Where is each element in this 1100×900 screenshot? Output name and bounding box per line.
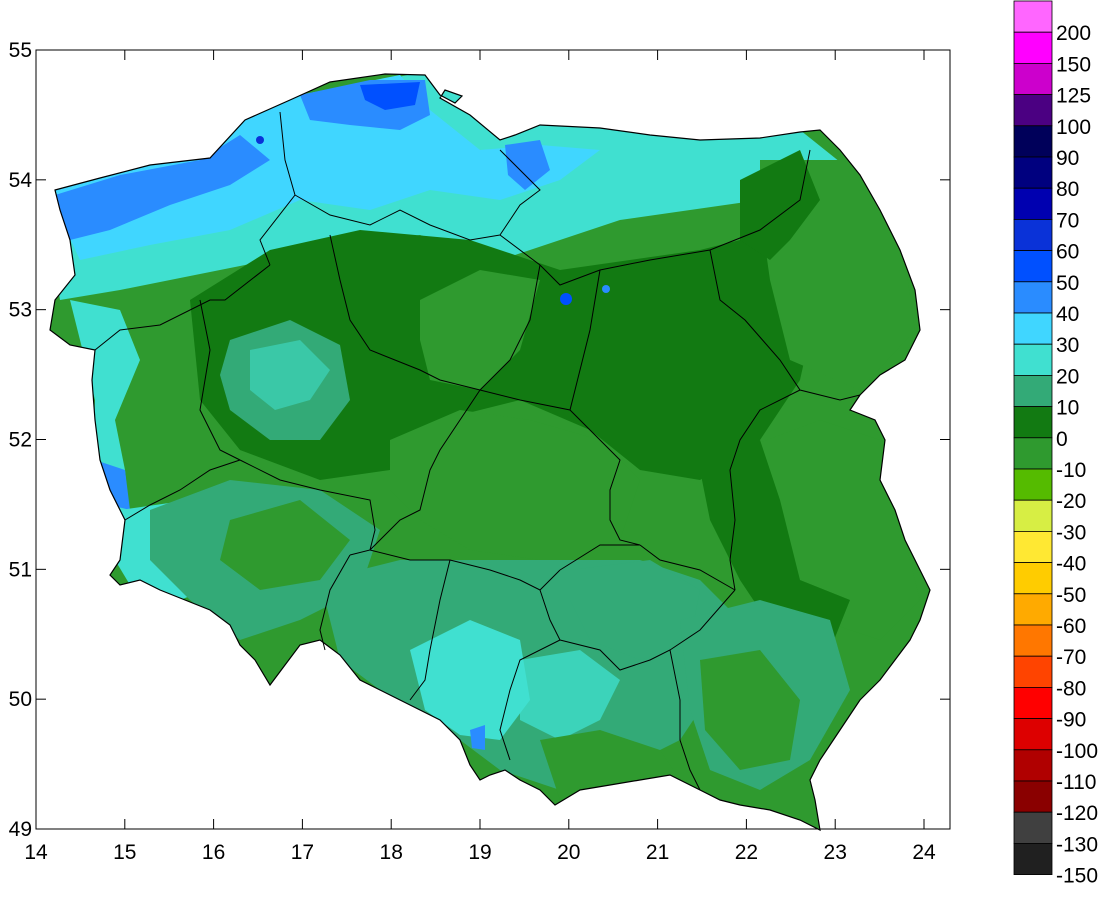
legend-label: -100: [1056, 740, 1098, 763]
patch-southeast-light: [740, 420, 920, 640]
legend-label: -10: [1056, 459, 1086, 482]
legend-swatch: [1013, 218, 1053, 251]
patch-lake-blue-1: [560, 293, 572, 305]
x-tick-label: 15: [113, 841, 136, 864]
y-tick-label: 54: [9, 169, 33, 192]
legend-swatch: [1013, 125, 1053, 158]
x-tick-label: 22: [735, 841, 758, 864]
legend-swatch: [1013, 343, 1053, 376]
legend-swatch: [1013, 624, 1053, 657]
legend-label: 40: [1056, 303, 1079, 326]
legend-label: -150: [1056, 865, 1098, 888]
legend-label: 20: [1056, 365, 1079, 388]
patch-lake-blue-2: [602, 285, 610, 293]
legend-swatch: [1013, 718, 1053, 751]
patch-pomerania-deep: [360, 82, 420, 110]
legend-swatch: [1013, 63, 1053, 96]
patch-east-dark-ring: [740, 150, 820, 260]
legend-label: 50: [1056, 272, 1079, 295]
x-tick-label: 23: [824, 841, 847, 864]
legend-label: 60: [1056, 241, 1079, 264]
voivodeship-borders: [94, 111, 861, 791]
legend-label: 125: [1056, 85, 1091, 108]
legend-label: -30: [1056, 521, 1086, 544]
legend-swatch: [1013, 687, 1053, 720]
legend-swatch: [1013, 437, 1053, 470]
patch-silesia-cyan: [410, 620, 530, 740]
x-tick-label: 24: [912, 841, 936, 864]
legend-label: -80: [1056, 677, 1086, 700]
legend-label: 70: [1056, 209, 1079, 232]
patch-north-coast-cyan: [50, 75, 600, 260]
x-tick-label: 16: [202, 841, 225, 864]
legend-swatch: [1013, 531, 1053, 564]
x-tick-label: 17: [291, 841, 314, 864]
x-tick-label: 18: [380, 841, 403, 864]
legend-label: 100: [1056, 116, 1091, 139]
legend-swatch: [1013, 562, 1053, 595]
legend-swatch: [1013, 281, 1053, 314]
legend-label: -20: [1056, 490, 1086, 513]
patch-south-blue-spot: [470, 725, 485, 750]
x-axis: 14 15 16 17 18 19 20 21 22 23 24: [24, 50, 936, 864]
patch-lower-silesia-dark: [220, 500, 350, 590]
legend-swatch: [1013, 156, 1053, 189]
legend-swatch: [1013, 499, 1053, 532]
legend-swatch: [1013, 187, 1053, 220]
poland-map: [49, 73, 931, 832]
legend-label: -50: [1056, 584, 1086, 607]
y-axis: 49 50 51 52 53 54 55: [9, 39, 950, 841]
legend-label: -90: [1056, 709, 1086, 732]
legend-label: 150: [1056, 53, 1091, 76]
patch-central-light-2: [390, 410, 640, 560]
x-tick-label: 20: [557, 841, 580, 864]
legend-swatch: [1013, 374, 1053, 407]
patch-lesser-poland-light: [570, 560, 700, 660]
legend-swatch: [1013, 655, 1053, 688]
x-tick-label: 19: [468, 841, 491, 864]
patch-west-coast-blue: [55, 135, 270, 240]
legend-label: 0: [1056, 428, 1068, 451]
x-tick-label: 14: [24, 841, 48, 864]
legend-swatch: [1013, 593, 1053, 626]
patch-krakow-cyan: [520, 650, 620, 740]
legend-swatch: [1013, 468, 1053, 501]
legend-swatch: [1013, 250, 1053, 283]
legend-label: 200: [1056, 22, 1091, 45]
legend-swatch: [1013, 31, 1053, 64]
y-tick-label: 55: [9, 39, 32, 62]
patch-east-mid-dark: [700, 440, 850, 650]
patch-carpathian-dark: [700, 650, 800, 770]
legend-label: -110: [1056, 771, 1096, 794]
y-tick-label: 51: [9, 558, 32, 581]
legend-label: -130: [1056, 833, 1098, 856]
legend-label: -60: [1056, 615, 1086, 638]
legend-label: 30: [1056, 334, 1079, 357]
legend-swatch: [1013, 811, 1053, 844]
x-tick-label: 21: [646, 841, 669, 864]
legend-swatch: [1013, 0, 1053, 33]
legend-swatch: [1013, 94, 1053, 127]
legend-label: 90: [1056, 147, 1079, 170]
legend-label: -40: [1056, 553, 1086, 576]
y-tick-label: 49: [9, 818, 32, 841]
patch-lake-blue-3: [256, 136, 264, 144]
legend-swatch: [1013, 406, 1053, 439]
y-tick-label: 50: [9, 688, 32, 711]
legend-swatch: [1013, 843, 1053, 876]
y-tick-label: 53: [9, 299, 32, 322]
legend-swatch: [1013, 312, 1053, 345]
legend-label: -70: [1056, 646, 1086, 669]
y-tick-label: 52: [9, 429, 32, 452]
color-legend: 2001501251009080706050403020100-10-20-30…: [1013, 0, 1098, 888]
legend-label: -120: [1056, 802, 1098, 825]
legend-label: 80: [1056, 178, 1079, 201]
legend-swatch: [1013, 780, 1053, 813]
legend-label: 10: [1056, 397, 1079, 420]
legend-swatch: [1013, 749, 1053, 782]
patch-gdansk-blue: [505, 140, 550, 190]
poland-outline: [49, 73, 931, 832]
patch-poznan-inner: [250, 340, 330, 410]
